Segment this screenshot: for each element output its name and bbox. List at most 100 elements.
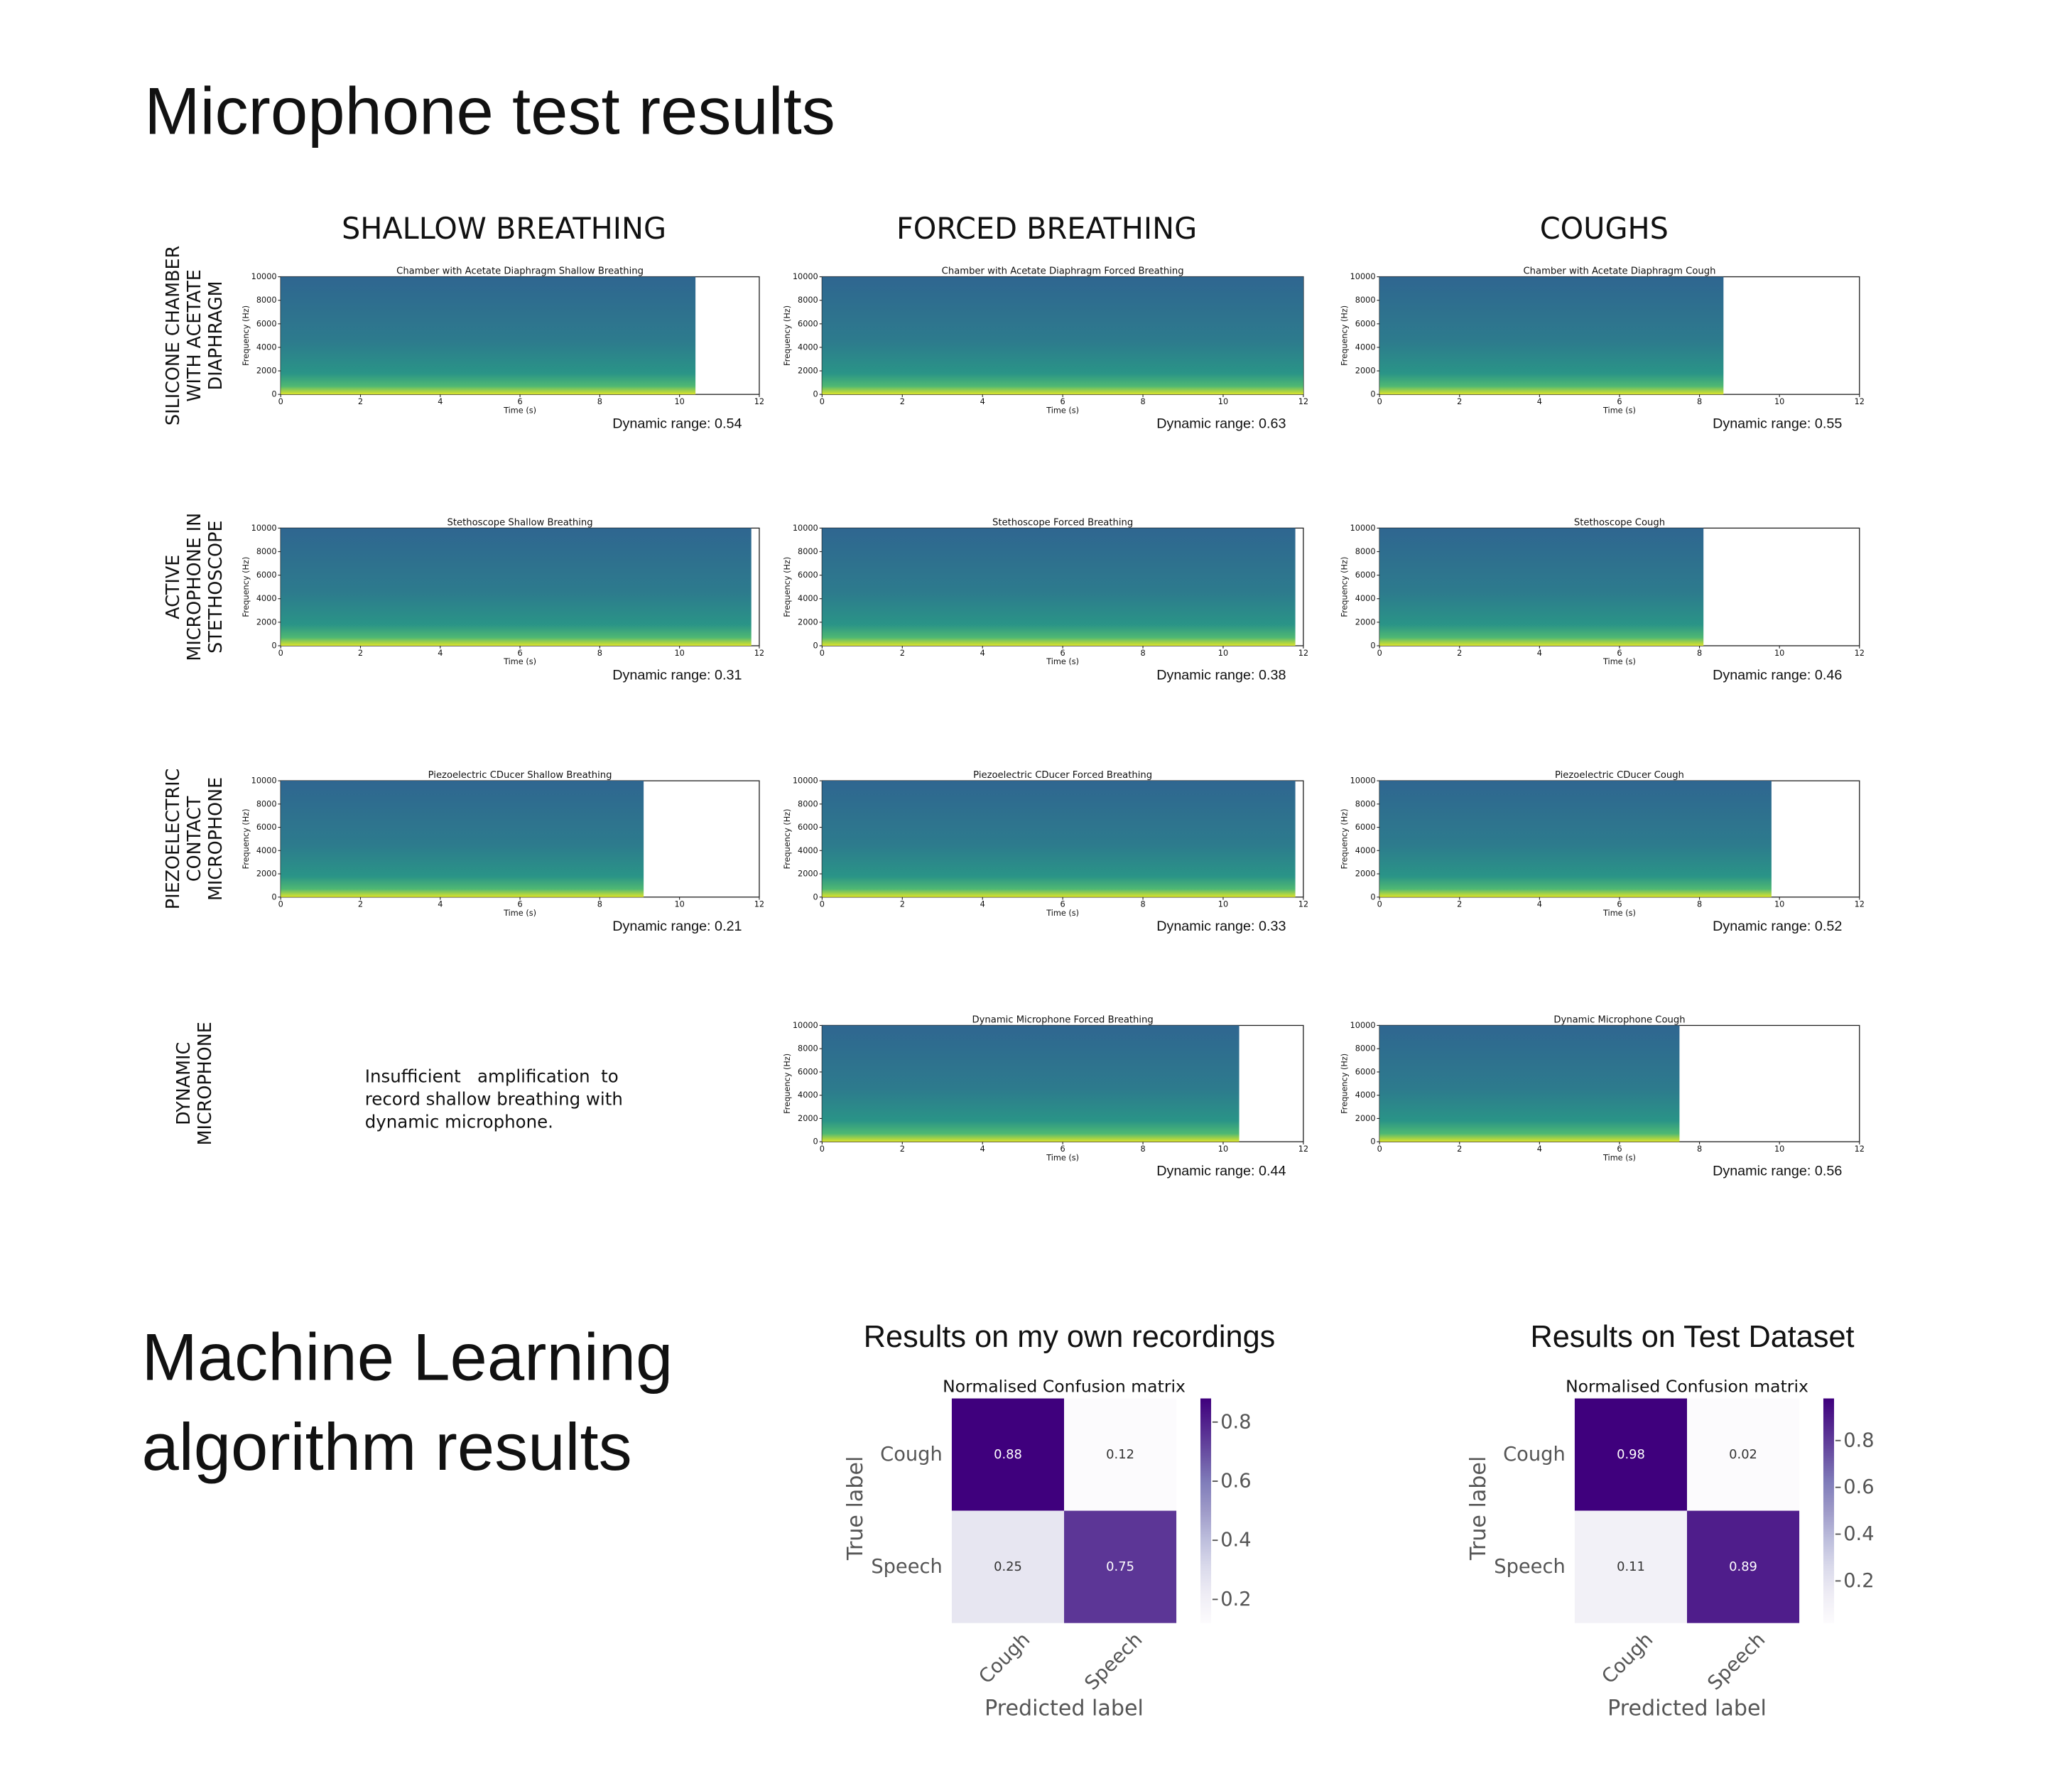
x-tick-label: 10 xyxy=(674,900,684,909)
matrix-title: Normalised Confusion matrix xyxy=(943,1377,1186,1397)
matrix-cell xyxy=(1574,1510,1688,1623)
row-label-line: ACTIVE xyxy=(162,555,183,619)
x-tick-label: 2 xyxy=(1457,900,1462,909)
panel-title: Stethoscope Forced Breathing xyxy=(992,517,1133,528)
x-tick-label: 2 xyxy=(358,649,363,658)
matrix-cell xyxy=(951,1510,1065,1623)
y-tick-label: 10000 xyxy=(251,272,277,281)
x-tick-label: 4 xyxy=(438,397,443,406)
row-label: DYNAMIC MICROPHONE xyxy=(173,1022,215,1145)
spectrogram-image xyxy=(281,528,752,646)
colorbar-tick-label: 0.8 xyxy=(1843,1429,1874,1451)
x-tick-label: 10 xyxy=(674,397,684,406)
row-label: SILICONE CHAMBER WITH ACETATE DIAPHRAGM xyxy=(162,246,226,426)
y-tick-label: 6000 xyxy=(1355,319,1376,328)
dynamic-range: Dynamic range: 0.56 xyxy=(1713,1164,1842,1179)
y-tick-label: 10000 xyxy=(1350,776,1376,786)
x-category: Cough xyxy=(1598,1629,1657,1689)
x-tick-label: 12 xyxy=(1298,1144,1308,1154)
y-tick-label: 0 xyxy=(813,641,818,650)
y-tick-label: 4000 xyxy=(1355,594,1376,603)
x-tick-label: 6 xyxy=(1061,900,1065,909)
x-tick-label: 6 xyxy=(1061,1144,1065,1154)
y-tick-label: 6000 xyxy=(798,1067,818,1076)
x-tick-label: 4 xyxy=(980,397,985,406)
dynamic-range: Dynamic range: 0.31 xyxy=(612,667,742,683)
y-category: Speech xyxy=(871,1556,942,1578)
x-tick-label: 12 xyxy=(1855,397,1865,406)
y-axis-label: Frequency (Hz) xyxy=(783,305,792,366)
x-tick-label: 2 xyxy=(1457,1144,1462,1154)
y-tick-label: 4000 xyxy=(256,594,277,603)
y-tick-label: 10000 xyxy=(793,272,818,281)
x-axis-label: Time (s) xyxy=(1602,406,1636,415)
dynamic-range: Dynamic range: 0.52 xyxy=(1713,919,1842,934)
x-tick-label: 12 xyxy=(1298,397,1308,406)
y-tick-label: 2000 xyxy=(1355,367,1376,376)
x-tick-label: 8 xyxy=(1697,1144,1702,1154)
y-tick-label: 6000 xyxy=(1355,570,1376,580)
dynamic-range: Dynamic range: 0.54 xyxy=(612,416,742,432)
cell-value: 0.25 xyxy=(994,1559,1022,1574)
x-tick-label: 6 xyxy=(1061,397,1065,406)
colorbar-tick-label: 0.4 xyxy=(1843,1523,1874,1545)
spectrogram-panel: Dynamic Microphone Forced Breathing 0 2 4 6 8… xyxy=(783,1014,1308,1179)
x-tick-label: 0 xyxy=(1377,1144,1382,1154)
y-tick-label: 10000 xyxy=(1350,272,1376,281)
y-tick-label: 0 xyxy=(1370,892,1375,901)
cell-value: 0.11 xyxy=(1617,1559,1645,1574)
x-category: Speech xyxy=(1080,1629,1146,1695)
row-label-line: MICROPHONE xyxy=(205,777,226,901)
column-header: SHALLOW BREATHING xyxy=(342,212,666,246)
dynamic-range: Dynamic range: 0.21 xyxy=(612,919,742,934)
y-tick-label: 6000 xyxy=(256,823,277,832)
spectrogram-panel: Stethoscope Cough 0 2 4 6 8 10 12 0 2000 4000 6000 8… xyxy=(1340,517,1865,683)
y-category: Cough xyxy=(1503,1444,1566,1466)
row-label: ACTIVE MICROPHONE IN STETHOSCOPE xyxy=(162,513,226,661)
x-tick-label: 4 xyxy=(980,1144,985,1154)
cell-value: 0.75 xyxy=(1106,1559,1134,1574)
x-tick-label: 12 xyxy=(1855,649,1865,658)
spectrogram-image xyxy=(822,781,1296,897)
x-tick-label: 2 xyxy=(900,1144,905,1154)
y-axis-label: True label xyxy=(843,1456,868,1561)
spectrogram-panel: Piezoelectric CDucer Cough 0 2 4 6 8 10 12 0 2000… xyxy=(1340,770,1865,934)
x-tick-label: 0 xyxy=(820,397,825,406)
matrix-subtitle: Results on my own recordings xyxy=(864,1320,1276,1354)
page-title: Microphone test results xyxy=(144,74,835,148)
x-axis-label: Predicted label xyxy=(1607,1696,1767,1721)
y-tick-label: 0 xyxy=(813,390,818,399)
colorbar-tick-label: 0.8 xyxy=(1220,1411,1251,1433)
x-tick-label: 8 xyxy=(1140,1144,1145,1154)
x-tick-label: 8 xyxy=(597,649,602,658)
x-tick-label: 6 xyxy=(517,397,522,406)
x-axis-label: Time (s) xyxy=(1602,657,1636,666)
y-tick-label: 8000 xyxy=(798,547,818,556)
x-tick-label: 10 xyxy=(1218,397,1228,406)
dynamic-range: Dynamic range: 0.46 xyxy=(1713,667,1842,683)
x-axis-label: Time (s) xyxy=(1046,406,1079,415)
x-tick-label: 8 xyxy=(1140,649,1145,658)
y-tick-label: 0 xyxy=(1370,390,1375,399)
dynamic-range: Dynamic range: 0.63 xyxy=(1156,416,1286,432)
y-tick-label: 6000 xyxy=(256,570,277,580)
y-tick-label: 8000 xyxy=(256,799,277,808)
y-axis-label: Frequency (Hz) xyxy=(242,808,251,869)
spectrogram-panel: Dynamic Microphone Cough 0 2 4 6 8 10 12 0 2000 40… xyxy=(1340,1014,1865,1179)
x-tick-label: 2 xyxy=(358,900,363,909)
y-tick-label: 10000 xyxy=(251,776,277,786)
x-tick-label: 2 xyxy=(900,649,905,658)
spectrogram-image xyxy=(1379,1025,1680,1142)
x-axis-label: Time (s) xyxy=(503,657,536,666)
y-tick-label: 2000 xyxy=(256,870,277,879)
y-category: Speech xyxy=(1494,1556,1565,1578)
matrix-cell xyxy=(1687,1398,1800,1511)
y-tick-label: 2000 xyxy=(1355,870,1376,879)
row-label-line: PIEZOELECTRIC xyxy=(162,769,183,910)
x-tick-label: 8 xyxy=(1697,649,1702,658)
y-tick-label: 4000 xyxy=(256,846,277,855)
x-tick-label: 2 xyxy=(900,397,905,406)
y-tick-label: 4000 xyxy=(798,846,818,855)
column-header: FORCED BREATHING xyxy=(896,212,1197,246)
